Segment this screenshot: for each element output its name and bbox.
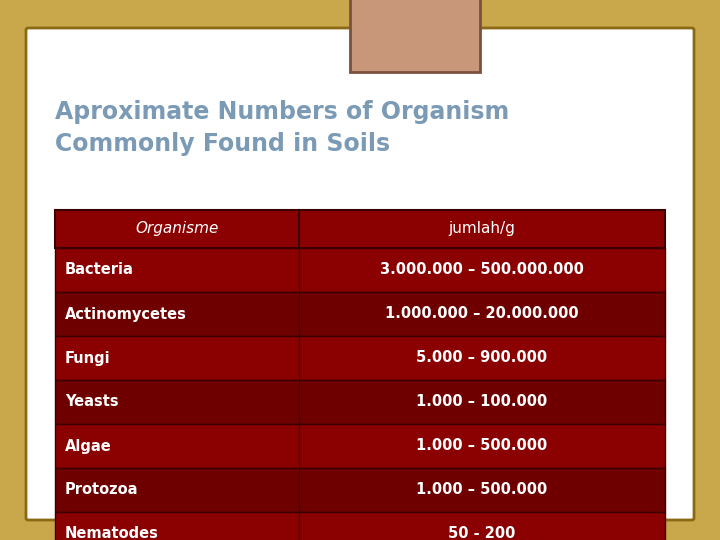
Bar bbox=[55, 512, 665, 540]
Bar bbox=[55, 424, 665, 468]
Bar bbox=[55, 468, 665, 512]
Text: Organisme: Organisme bbox=[135, 221, 219, 237]
Text: Protozoa: Protozoa bbox=[65, 483, 138, 497]
Bar bbox=[55, 336, 665, 380]
Text: 50 - 200: 50 - 200 bbox=[449, 526, 516, 540]
Bar bbox=[55, 248, 665, 292]
Text: Yeasts: Yeasts bbox=[65, 395, 119, 409]
Text: Bacteria: Bacteria bbox=[65, 262, 134, 278]
Text: Algae: Algae bbox=[65, 438, 112, 454]
Text: 1.000 – 500.000: 1.000 – 500.000 bbox=[416, 483, 548, 497]
Text: 1.000 – 100.000: 1.000 – 100.000 bbox=[416, 395, 548, 409]
Text: Actinomycetes: Actinomycetes bbox=[65, 307, 187, 321]
Text: Nematodes: Nematodes bbox=[65, 526, 159, 540]
Bar bbox=[55, 380, 665, 424]
Bar bbox=[55, 292, 665, 336]
Text: jumlah/g: jumlah/g bbox=[449, 221, 516, 237]
Text: Fungi: Fungi bbox=[65, 350, 111, 366]
Text: Aproximate Numbers of Organism
Commonly Found in Soils: Aproximate Numbers of Organism Commonly … bbox=[55, 100, 509, 156]
Bar bbox=[350, 0, 480, 72]
Text: 1.000 – 500.000: 1.000 – 500.000 bbox=[416, 438, 548, 454]
Text: 3.000.000 – 500.000.000: 3.000.000 – 500.000.000 bbox=[380, 262, 584, 278]
Text: 1.000.000 – 20.000.000: 1.000.000 – 20.000.000 bbox=[385, 307, 579, 321]
FancyBboxPatch shape bbox=[26, 28, 694, 520]
Bar bbox=[55, 210, 665, 248]
Text: 5.000 – 900.000: 5.000 – 900.000 bbox=[416, 350, 548, 366]
